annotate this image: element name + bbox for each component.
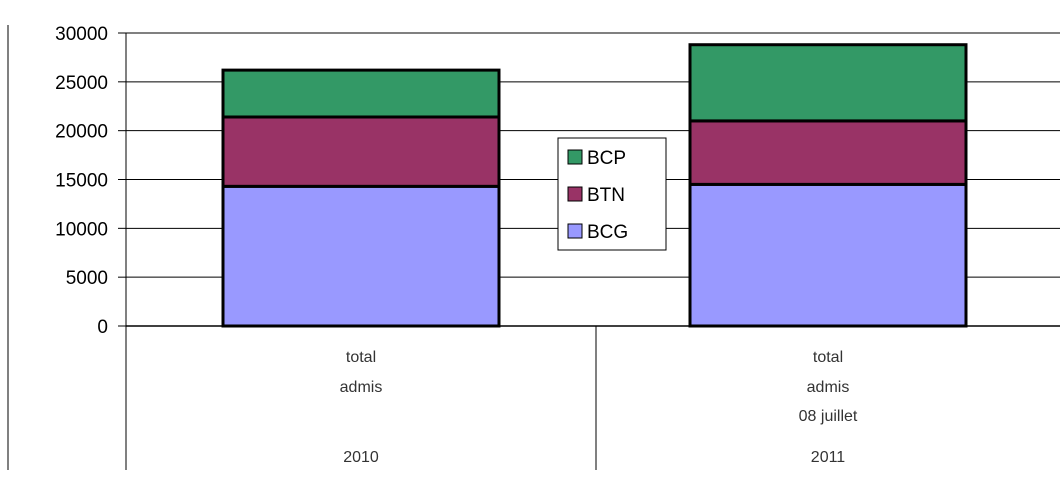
- category-group-label: 2011: [811, 449, 846, 466]
- legend-label-bcg: BCG: [587, 222, 628, 243]
- y-tick-label: 5000: [66, 268, 108, 289]
- y-tick-label: 15000: [55, 171, 108, 192]
- category-label-line: total: [346, 349, 376, 366]
- category-axis: total admis 2010 total admis 08 juillet 2011: [340, 326, 858, 470]
- category-group-label: 2010: [343, 449, 379, 466]
- category-label-line: admis: [340, 379, 383, 396]
- y-tick-label: 0: [97, 317, 108, 338]
- y-tick-label: 10000: [55, 219, 108, 240]
- bar-bcp-2011: [688, 43, 968, 123]
- bar-bcg-2010: [221, 184, 501, 328]
- bar-bcp-2010: [221, 68, 501, 119]
- bar-bcg-2011: [688, 182, 968, 328]
- category-label-line: 08 juillet: [799, 408, 858, 425]
- legend-swatch-bcp: [567, 149, 583, 165]
- category-label-line: admis: [807, 379, 850, 396]
- category-label-line: total: [813, 349, 843, 366]
- bars: [221, 43, 968, 328]
- y-tick-label: 25000: [55, 73, 108, 94]
- y-tick-label: 20000: [55, 122, 108, 143]
- bar-btn-2011: [688, 119, 968, 186]
- y-tick-label: 30000: [55, 24, 108, 45]
- legend-label-btn: BTN: [587, 185, 625, 206]
- legend-swatch-btn: [567, 186, 583, 202]
- legend-label-bcp: BCP: [587, 148, 626, 169]
- axes: 0 5000 10000 15000 20000 25000 30000: [7, 24, 1060, 470]
- bar-btn-2010: [221, 115, 501, 188]
- legend: BCP BTN BCG: [557, 137, 667, 251]
- legend-swatch-bcg: [567, 223, 583, 239]
